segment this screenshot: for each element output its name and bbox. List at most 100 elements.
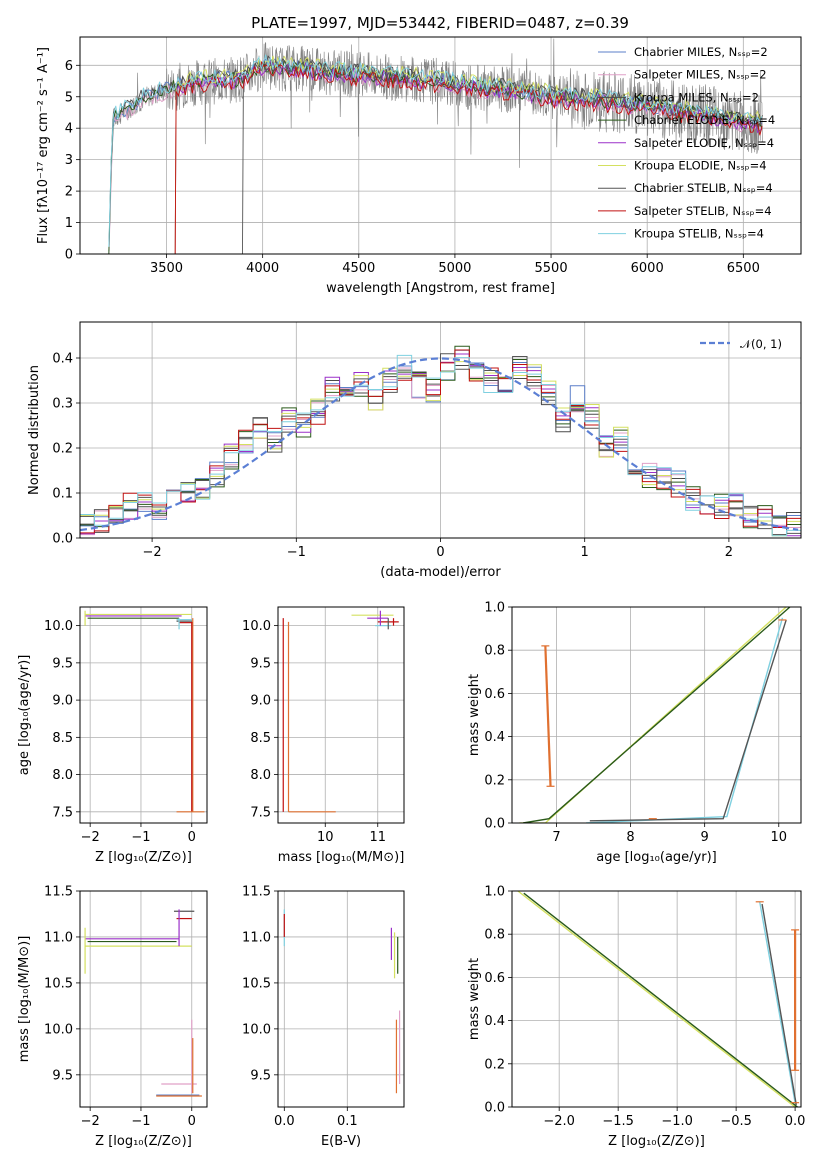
y-tick-label: 1.0	[484, 601, 505, 616]
gaussian-reference-curve	[80, 357, 799, 532]
y-tick-label: 0.6	[484, 971, 505, 986]
axes-frame	[277, 606, 405, 824]
y-tick-label: 10.0	[44, 619, 73, 634]
y-tick-label: 1	[65, 216, 73, 231]
y-tick-label: 0.4	[52, 352, 73, 367]
y-tick-label: 0.4	[484, 1014, 505, 1029]
y-tick-label: 7.5	[52, 805, 73, 820]
legend-label: Chabrier ELODIE, Nₛₛₚ=4	[634, 113, 775, 127]
x-axis-label: wavelength [Angstrom, rest frame]	[326, 281, 555, 296]
y-axis-label: mass weight	[467, 958, 482, 1040]
model-spectrum-line	[108, 55, 763, 252]
weight-curve	[589, 619, 787, 822]
plot-area	[84, 909, 202, 1097]
x-tick-label: 0	[188, 830, 196, 845]
residual-histogram-plot: −2 −1 0 1 2 0.0 0.1 0.2 0.3 0.4 (data-model)/error…	[27, 321, 802, 580]
y-tick-label: 0.8	[484, 928, 505, 943]
axes-frame	[79, 890, 208, 1108]
axes-frame	[277, 890, 405, 1108]
model-spectrum-line	[174, 60, 763, 254]
y-tick-label: 2	[65, 185, 73, 200]
residual-histogram-step	[80, 349, 801, 534]
y-tick-label: 9.5	[52, 656, 73, 671]
y-tick-label: 10.0	[242, 619, 271, 634]
legend-label: Kroupa ELODIE, Nₛₛₚ=4	[634, 159, 767, 173]
x-tick-label: −2	[81, 830, 100, 845]
x-tick-label: 5000	[438, 261, 471, 276]
x-tick-label: 5500	[535, 261, 568, 276]
weight-vs-age-plot: 7 8 9 10 0.0 0.2 0.4 0.6 0.8 1.0 age [log₁₀(age/yr…	[467, 601, 802, 865]
y-tick-label: 0.3	[52, 397, 73, 412]
x-tick-label: −1.0	[661, 1114, 693, 1129]
y-tick-label: 10.0	[44, 1022, 73, 1037]
age-vs-metallicity-plot: −2 −1 0 7.5 8.0 8.5 9.0 9.5 10.0 Z [log₁₀(Z/Z⊙)] a…	[17, 606, 208, 865]
x-tick-label: 2	[725, 545, 733, 560]
plot-area	[283, 909, 401, 1094]
y-tick-label: 7.5	[250, 805, 271, 820]
figure-title: PLATE=1997, MJD=53442, FIBERID=0487, z=0…	[251, 14, 629, 32]
plot-area	[80, 345, 801, 537]
y-tick-label: 8.5	[250, 731, 271, 746]
spectrum-plot: 3500 4000 4500 5000 5500 6000 6500 0 1 2 3 4 5 6 wavel…	[36, 36, 802, 296]
y-tick-label: 1.0	[484, 885, 505, 900]
weight-curve	[759, 901, 796, 1103]
y-tick-label: 0.0	[484, 817, 505, 832]
x-tick-label: 0.1	[337, 1114, 358, 1129]
x-tick-label: 7	[552, 830, 560, 845]
y-tick-label: 11.0	[44, 930, 73, 945]
residual-histogram-step	[80, 354, 801, 537]
mass-vs-metallicity-plot: −2 −1 0 9.5 10.0 10.5 11.0 11.5 Z [log₁₀(Z/Z⊙)] m…	[17, 885, 208, 1149]
weight-curve	[523, 607, 791, 823]
model-spectrum-line	[242, 58, 763, 254]
x-axis-label: Z [log₁₀(Z/Z⊙)]	[95, 850, 192, 865]
x-tick-label: 8	[626, 830, 634, 845]
x-tick-label: 10	[317, 830, 334, 845]
y-axis-label: Flux [fλ10⁻¹⁷ erg cm⁻² s⁻¹ A⁻¹]	[36, 47, 51, 244]
y-tick-label: 9.0	[250, 694, 271, 709]
legend-label: Kroupa STELIB, Nₛₛₚ=4	[634, 227, 764, 241]
axes-frame	[511, 606, 802, 824]
x-tick-label: −1	[131, 1114, 150, 1129]
y-tick-label: 5	[65, 90, 73, 105]
x-tick-label: 1	[581, 545, 589, 560]
x-tick-label: 0	[436, 545, 444, 560]
x-tick-label: 9	[701, 830, 709, 845]
y-tick-label: 10.5	[44, 976, 73, 991]
x-axis-label: (data-model)/error	[380, 565, 501, 580]
y-tick-label: 9.5	[52, 1068, 73, 1083]
legend-label: 𝒩(0, 1)	[740, 337, 782, 351]
legend-label: Chabrier STELIB, Nₛₛₚ=4	[634, 181, 773, 195]
plot-area	[519, 607, 791, 823]
y-axis-label: Normed distribution	[27, 365, 42, 495]
y-tick-label: 11.5	[44, 885, 73, 900]
y-tick-label: 10.0	[242, 1022, 271, 1037]
x-axis-label: Z [log₁₀(Z/Z⊙)]	[608, 1134, 705, 1149]
x-tick-label: 11	[369, 830, 386, 845]
x-axis-label: Z [log₁₀(Z/Z⊙)]	[95, 1134, 192, 1149]
axes-frame	[79, 36, 802, 255]
x-axis-label: age [log₁₀(age/yr)]	[596, 850, 717, 865]
y-tick-label: 0.0	[52, 532, 73, 547]
y-tick-label: 0	[65, 248, 73, 263]
y-tick-label: 9.0	[52, 694, 73, 709]
y-tick-label: 0.6	[484, 687, 505, 702]
legend-label: Salpeter ELODIE, Nₛₛₚ=4	[634, 136, 774, 150]
plot-area	[517, 891, 800, 1107]
axes-frame	[79, 606, 208, 824]
y-tick-label: 0.0	[484, 1101, 505, 1116]
y-tick-label: 8.0	[250, 768, 271, 783]
weight-vs-metallicity-plot: −2.0 −1.5 −1.0 −0.5 0.0 0.0 0.2 0.4 0.6 0.8 1.0 Z […	[467, 885, 805, 1150]
model-spectrum-line	[108, 54, 763, 247]
y-tick-label: 8.0	[52, 768, 73, 783]
age-vs-mass-plot: 10 11 7.5 8.0 8.5 9.0 9.5 10.0 mass [log₁₀(M/M⊙)…	[242, 606, 405, 865]
y-tick-label: 9.5	[250, 656, 271, 671]
x-tick-label: 4000	[246, 261, 279, 276]
legend-label: Kroupa MILES, Nₛₛₚ=2	[634, 90, 759, 104]
axes-frame	[79, 321, 802, 539]
x-tick-label: 4500	[342, 261, 375, 276]
y-tick-label: 0.8	[484, 644, 505, 659]
legend-label: Salpeter STELIB, Nₛₛₚ=4	[634, 204, 772, 218]
axes-frame	[511, 890, 802, 1108]
plot-area	[84, 610, 205, 813]
